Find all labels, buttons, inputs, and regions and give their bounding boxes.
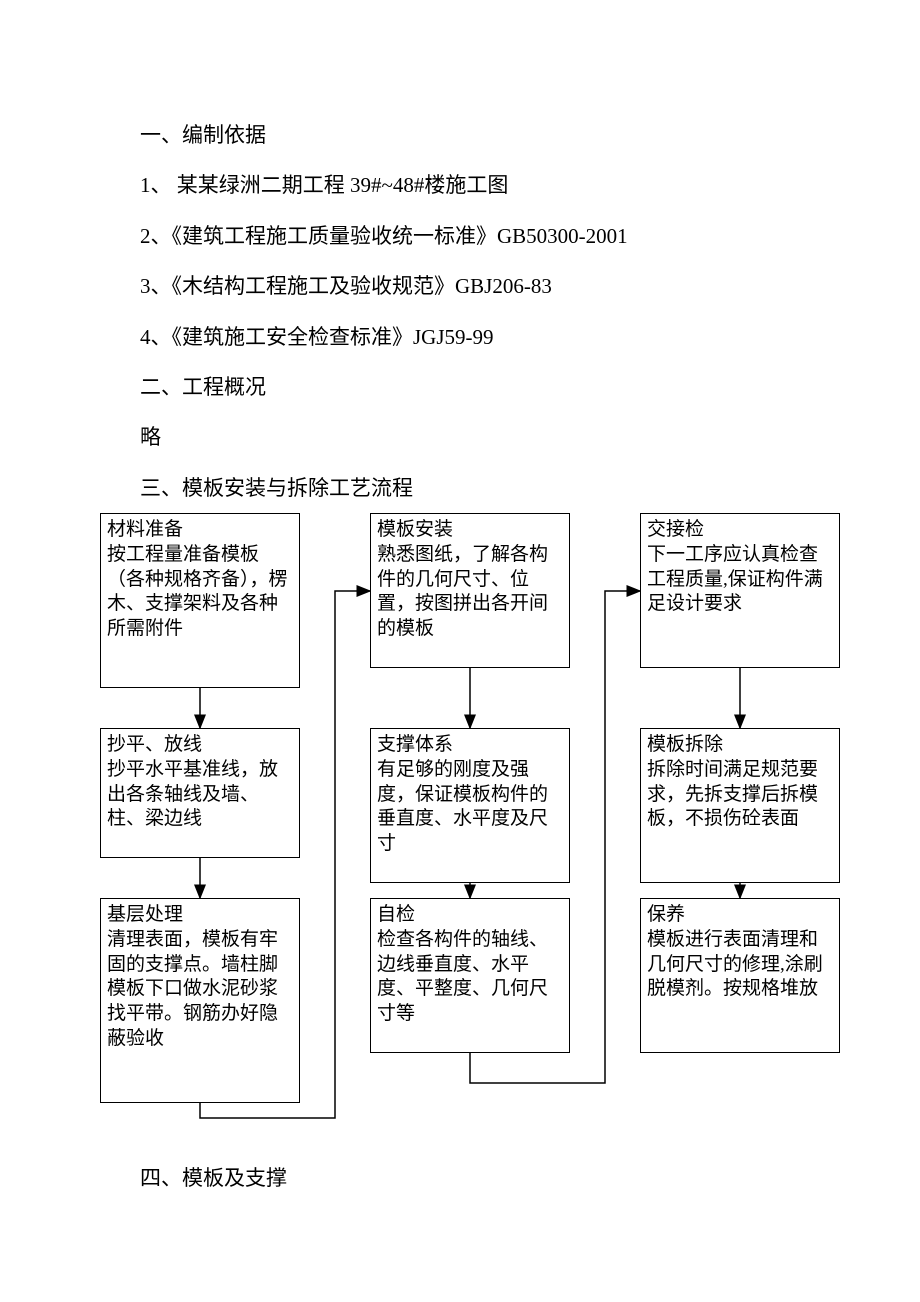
flow-node-title: 交接检 [647,518,833,543]
flow-node-title: 模板安装 [377,518,563,543]
flow-node-n21: 模板安装熟悉图纸，了解各构件的几何尺寸、位置，按图拼出各开间的模板 [370,513,570,668]
flow-node-n33: 保养模板进行表面清理和几何尺寸的修理,涂刷脱模剂。按规格堆放 [640,898,840,1053]
flow-node-body: 抄平水平基准线，放出各条轴线及墙、柱、梁边线 [107,758,293,832]
flow-node-n11: 材料准备按工程量准备模板（各种规格齐备），楞木、支撑架料及各种所需附件 [100,513,300,688]
line-basis-1: 1、 某某绿洲二期工程 39#~48#楼施工图 [100,160,820,210]
process-flowchart: 材料准备按工程量准备模板（各种规格齐备），楞木、支撑架料及各种所需附件抄平、放线… [100,513,840,1153]
flow-node-title: 基层处理 [107,903,293,928]
flow-node-body: 下一工序应认真检查工程质量,保证构件满足设计要求 [647,543,833,617]
line-basis-2: 2、《建筑工程施工质量验收统一标准》GB50300-2001 [100,211,820,261]
flow-node-title: 支撑体系 [377,733,563,758]
heading-1: 一、编制依据 [100,110,820,160]
flow-node-body: 清理表面，模板有牢固的支撑点。墙柱脚模板下口做水泥砂浆找平带。钢筋办好隐蔽验收 [107,928,293,1051]
heading-4: 四、模板及支撑 [100,1153,820,1203]
flow-node-title: 材料准备 [107,518,293,543]
flow-node-title: 模板拆除 [647,733,833,758]
flow-node-body: 按工程量准备模板（各种规格齐备），楞木、支撑架料及各种所需附件 [107,543,293,642]
flow-node-n22: 支撑体系有足够的刚度及强度，保证模板构件的垂直度、水平度及尺寸 [370,728,570,883]
flow-node-title: 抄平、放线 [107,733,293,758]
flow-node-n13: 基层处理清理表面，模板有牢固的支撑点。墙柱脚模板下口做水泥砂浆找平带。钢筋办好隐… [100,898,300,1103]
flow-node-body: 拆除时间满足规范要求，先拆支撑后拆模板，不损伤砼表面 [647,758,833,832]
flow-node-n31: 交接检下一工序应认真检查工程质量,保证构件满足设计要求 [640,513,840,668]
heading-2: 二、工程概况 [100,362,820,412]
flow-node-body: 检查各构件的轴线、边线垂直度、水平度、平整度、几何尺寸等 [377,928,563,1027]
flow-node-n32: 模板拆除拆除时间满足规范要求，先拆支撑后拆模板，不损伤砼表面 [640,728,840,883]
flow-node-body: 熟悉图纸，了解各构件的几何尺寸、位置，按图拼出各开间的模板 [377,543,563,642]
flow-node-body: 有足够的刚度及强度，保证模板构件的垂直度、水平度及尺寸 [377,758,563,857]
heading-3: 三、模板安装与拆除工艺流程 [100,463,820,513]
document-page: 一、编制依据 1、 某某绿洲二期工程 39#~48#楼施工图 2、《建筑工程施工… [0,0,920,1264]
line-basis-3: 3、《木结构工程施工及验收规范》GBJ206-83 [100,261,820,311]
flow-node-title: 保养 [647,903,833,928]
flow-node-title: 自检 [377,903,563,928]
flow-node-body: 模板进行表面清理和几何尺寸的修理,涂刷脱模剂。按规格堆放 [647,928,833,1002]
line-basis-4: 4、《建筑施工安全检查标准》JGJ59-99 [100,312,820,362]
line-omitted: 略 [100,412,820,462]
flow-node-n23: 自检检查各构件的轴线、边线垂直度、水平度、平整度、几何尺寸等 [370,898,570,1053]
flow-node-n12: 抄平、放线抄平水平基准线，放出各条轴线及墙、柱、梁边线 [100,728,300,858]
